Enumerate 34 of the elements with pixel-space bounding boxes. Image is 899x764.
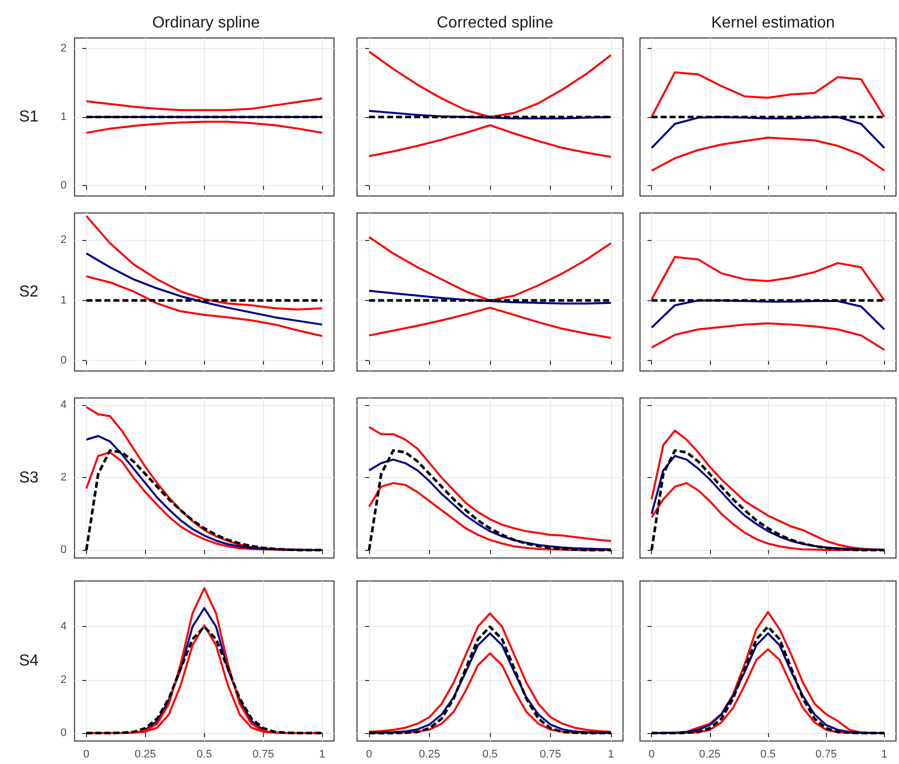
y-tick-label: 0 <box>60 180 67 192</box>
y-tick-label: 1 <box>60 111 67 123</box>
x-tick-label: 1 <box>608 748 614 760</box>
x-tick-label: 0.75 <box>815 748 837 760</box>
x-tick-label: 0 <box>648 748 655 760</box>
x-tick-label: 0 <box>83 748 90 760</box>
y-tick-label: 2 <box>60 234 67 246</box>
x-tick-label: 0.5 <box>196 748 212 760</box>
y-tick-label: 2 <box>60 42 67 54</box>
chart-title: Ordinary spline <box>152 14 260 32</box>
x-tick-label: 0.25 <box>418 748 440 760</box>
y-tick-label: 4 <box>60 399 67 412</box>
y-tick-label: 0 <box>60 354 67 367</box>
y-tick-label: 4 <box>60 620 67 633</box>
x-tick-label: 0.5 <box>760 748 776 760</box>
y-tick-label: 1 <box>60 294 67 306</box>
x-tick-label: 0.25 <box>134 748 156 760</box>
y-tick-label: 2 <box>60 674 67 686</box>
x-tick-label: 1 <box>319 748 326 760</box>
y-axis-title: S2 <box>18 284 39 300</box>
chart-title: Kernel estimation <box>711 14 835 32</box>
chart-title: Corrected spline <box>436 14 554 32</box>
y-tick-label: 2 <box>60 472 67 484</box>
x-tick-label: 0.75 <box>252 748 274 760</box>
y-axis-title: S1 <box>18 108 39 126</box>
y-axis-title: S4 <box>18 652 39 670</box>
y-tick-label: 0 <box>60 544 67 556</box>
x-tick-label: 0.75 <box>540 748 562 760</box>
x-tick-label: 0.25 <box>699 748 721 760</box>
x-tick-label: 0 <box>366 748 372 760</box>
x-tick-label: 0.5 <box>482 748 498 760</box>
y-axis-title: S3 <box>18 470 39 486</box>
x-tick-label: 1 <box>881 748 888 760</box>
y-tick-label: 0 <box>60 727 67 740</box>
